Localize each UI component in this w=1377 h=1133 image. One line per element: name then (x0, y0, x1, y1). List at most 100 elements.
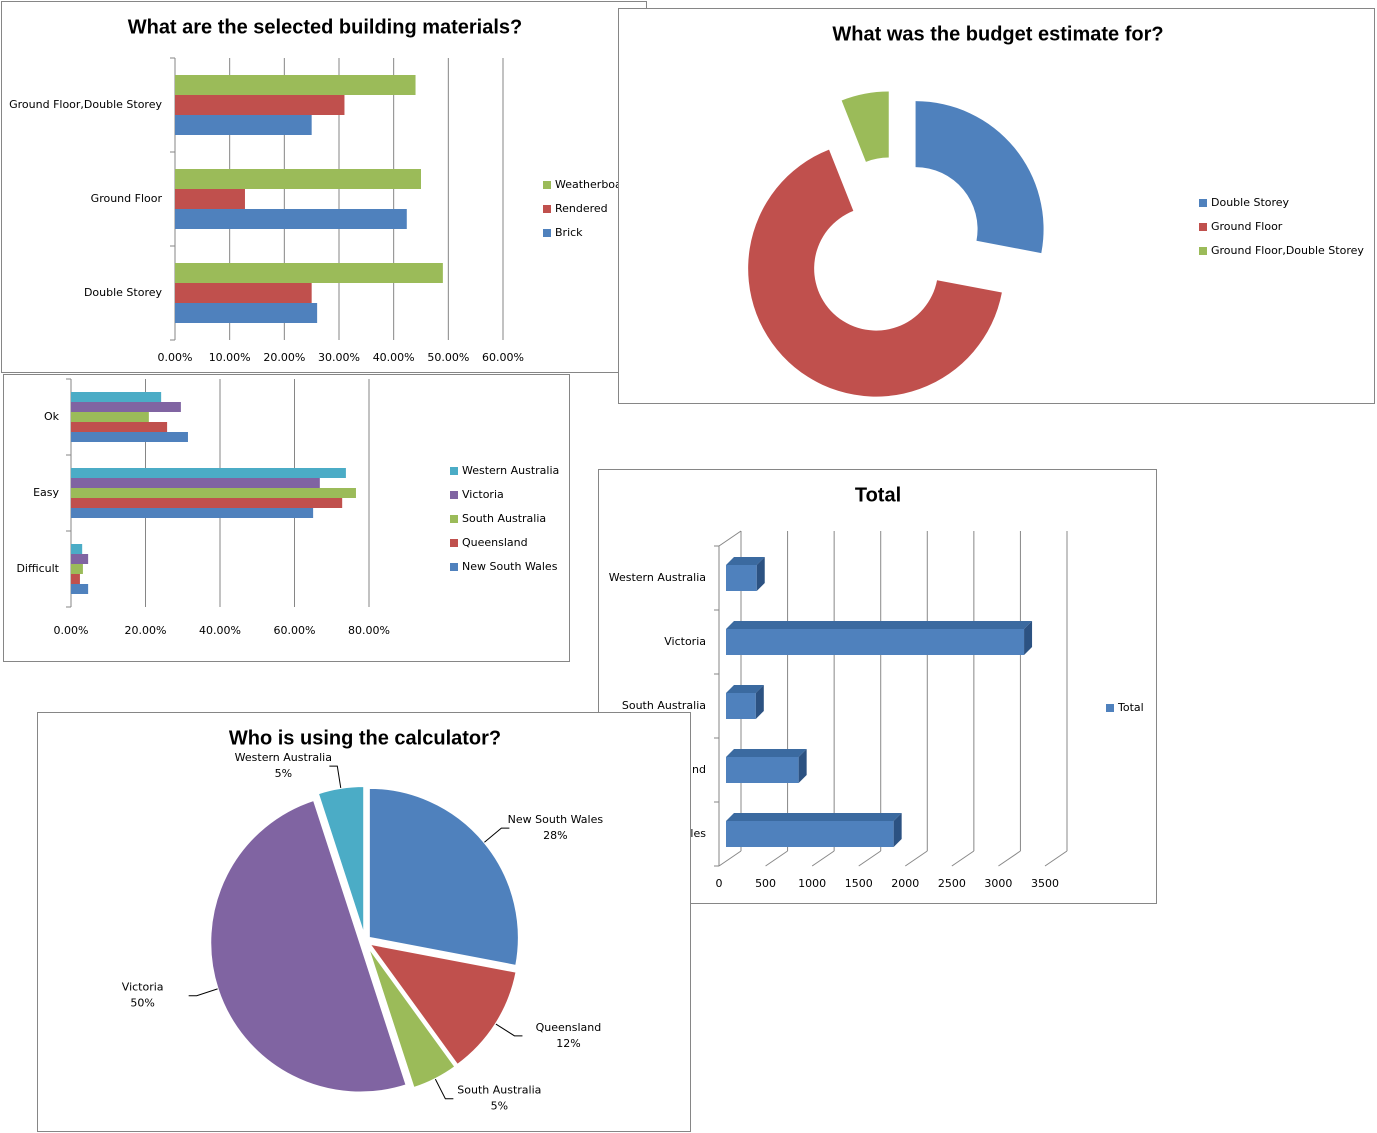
data-label-name: South Australia (457, 1084, 541, 1097)
x-tick-label: 40.00% (199, 624, 241, 637)
data-label-value: 28% (543, 829, 567, 842)
legend-label: Rendered (555, 202, 608, 215)
data-label-name: Western Australia (235, 751, 332, 764)
doughnut-slice (748, 149, 1002, 397)
bar (71, 468, 346, 478)
x-tick-label: 20.00% (263, 351, 305, 364)
legend-swatch (450, 491, 458, 499)
bar (175, 303, 318, 323)
bar (175, 263, 443, 283)
axis-line (718, 530, 742, 547)
doughnut-slice (915, 101, 1044, 254)
y-tick-label: Ground Floor (91, 192, 163, 205)
x-tick-label: 60.00% (274, 624, 316, 637)
leader-line (484, 827, 510, 843)
x-tick-label: 80.00% (348, 624, 390, 637)
bar (71, 392, 162, 402)
chart-title: What are the selected building materials… (128, 16, 523, 38)
bar (71, 402, 181, 412)
data-label-name: Queensland (536, 1021, 602, 1034)
grid-line (718, 850, 742, 867)
data-label-value: 5% (491, 1100, 508, 1113)
legend-label: Total (1117, 701, 1144, 714)
y-tick-label: Ground Floor,Double Storey (9, 98, 162, 111)
legend-label: Double Storey (1211, 196, 1290, 209)
leader-line (495, 1023, 523, 1037)
data-label-value: 5% (275, 767, 292, 780)
x-tick-label: 40.00% (373, 351, 415, 364)
leader-line (434, 1078, 454, 1100)
pie-slice (367, 786, 520, 968)
y-tick-label: Ok (44, 410, 60, 423)
data-label-value: 12% (556, 1037, 580, 1050)
chart: 0.00% 10.00% 20.00% 30.00% 40.00% 50.00% 60.00… (1, 1, 647, 373)
data-label-value: 50% (130, 997, 154, 1010)
x-tick-label: 0.00% (158, 351, 193, 364)
legend-label: Western Australia (462, 464, 559, 477)
bar (71, 508, 314, 518)
x-tick-label: 0.00% (54, 624, 89, 637)
x-tick-label: 20.00% (125, 624, 167, 637)
legend-swatch (1106, 704, 1114, 712)
chart: New South Wales 28% Queensland 12% South Aus… (37, 712, 691, 1132)
x-tick-label: 3000 (984, 877, 1012, 890)
bar (71, 544, 83, 554)
chart: Double Storey Ground Floor Ground Floor,Do… (618, 8, 1375, 404)
bar (71, 584, 89, 594)
legend-swatch (1199, 223, 1207, 231)
y-tick-label: Double Storey (84, 286, 163, 299)
legend-label: Weatherboard (555, 178, 633, 191)
x-tick-label: 3500 (1031, 877, 1059, 890)
grid-line (858, 850, 881, 867)
y-tick-label: Easy (33, 486, 59, 499)
legend-swatch (450, 539, 458, 547)
bar (175, 169, 421, 189)
grid-line (765, 850, 788, 867)
pie-slice (316, 785, 366, 937)
doughnut-slice (841, 91, 889, 162)
grid-line (998, 850, 1021, 867)
x-tick-label: 2500 (938, 877, 966, 890)
legend-swatch (543, 205, 551, 213)
pie-slice (366, 944, 457, 1090)
bar (71, 422, 168, 432)
y-tick-label: Victoria (664, 635, 706, 648)
x-tick-label: 30.00% (318, 351, 360, 364)
chart-title: What was the budget estimate for? (832, 23, 1163, 45)
bar (71, 574, 80, 584)
bar (175, 189, 245, 209)
bar (71, 478, 320, 488)
chart-title: Total (855, 484, 901, 506)
bar (175, 115, 312, 135)
x-tick-label: 500 (755, 877, 776, 890)
y-tick-label: South Australia (622, 699, 706, 712)
x-tick-label: 1500 (845, 877, 873, 890)
bar (71, 498, 343, 508)
legend-label: Brick (555, 226, 583, 239)
bar (726, 813, 902, 847)
chart-title: Who is using the calculator? (229, 727, 501, 749)
bar (726, 557, 765, 591)
bar (71, 432, 188, 442)
grid-line (951, 850, 975, 867)
bar (175, 209, 407, 229)
legend-label: Ground Floor,Double Storey (1211, 244, 1364, 257)
grid-line (811, 850, 835, 867)
x-tick-label: 50.00% (427, 351, 469, 364)
bar (726, 621, 1033, 655)
pie-slice (209, 798, 408, 1094)
leader-line (188, 988, 218, 997)
legend-label: Ground Floor (1211, 220, 1283, 233)
legend-swatch (1199, 247, 1207, 255)
x-tick-label: 0 (716, 877, 723, 890)
bar (175, 75, 416, 95)
bar (71, 554, 89, 564)
bar (175, 95, 345, 115)
legend-swatch (450, 563, 458, 571)
bar (71, 488, 356, 498)
y-tick-label: Western Australia (609, 571, 706, 584)
legend-swatch (450, 515, 458, 523)
legend-swatch (543, 229, 551, 237)
legend-swatch (1199, 199, 1207, 207)
